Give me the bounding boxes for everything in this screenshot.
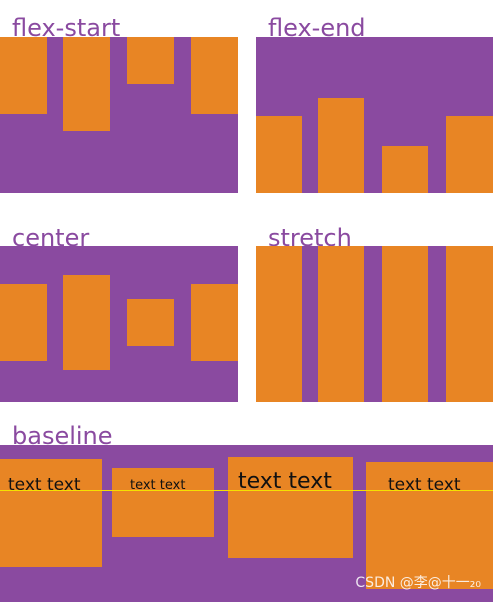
stretch-item-1 bbox=[256, 246, 302, 402]
center-item-4 bbox=[191, 284, 238, 361]
center-item-2 bbox=[63, 275, 110, 370]
baseline-item-2: text text bbox=[112, 468, 214, 537]
flex-start-item-1 bbox=[0, 37, 47, 114]
panel-flex-start bbox=[0, 37, 238, 193]
flex-end-item-4 bbox=[446, 116, 493, 193]
baseline-item-4-text: text text bbox=[388, 475, 461, 495]
baseline-item-3: text text bbox=[228, 457, 353, 558]
baseline-guide-line bbox=[0, 490, 493, 491]
panel-baseline: text text text text text text text text … bbox=[0, 445, 493, 602]
baseline-item-3-text: text text bbox=[238, 469, 332, 494]
flex-end-item-1 bbox=[256, 116, 302, 193]
watermark: CSDN @李@十一₂₀ bbox=[355, 575, 481, 591]
flex-end-item-3 bbox=[382, 146, 428, 193]
center-item-3 bbox=[127, 299, 174, 346]
flex-end-item-2 bbox=[318, 98, 364, 193]
baseline-item-2-text: text text bbox=[130, 478, 186, 493]
flex-start-item-3 bbox=[127, 37, 174, 84]
flex-start-item-4 bbox=[191, 37, 238, 114]
baseline-item-4: text text bbox=[366, 462, 493, 589]
panel-center bbox=[0, 246, 238, 402]
stretch-item-3 bbox=[382, 246, 428, 402]
panel-flex-end bbox=[256, 37, 493, 193]
baseline-item-1: text text bbox=[0, 459, 102, 567]
flex-start-item-2 bbox=[63, 37, 110, 131]
panel-stretch bbox=[256, 246, 493, 402]
baseline-item-1-text: text text bbox=[8, 475, 81, 495]
stretch-item-4 bbox=[446, 246, 493, 402]
center-item-1 bbox=[0, 284, 47, 361]
stretch-item-2 bbox=[318, 246, 364, 402]
